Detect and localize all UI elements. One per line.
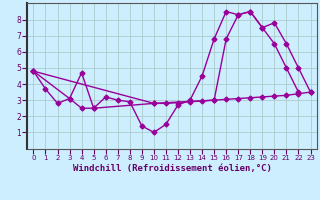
X-axis label: Windchill (Refroidissement éolien,°C): Windchill (Refroidissement éolien,°C) <box>73 164 271 173</box>
